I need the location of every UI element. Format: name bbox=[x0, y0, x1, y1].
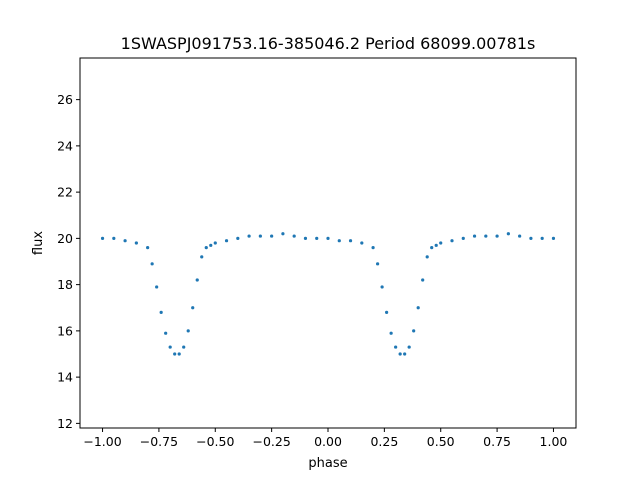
x-tick-label: 0.75 bbox=[483, 434, 511, 449]
data-point bbox=[292, 234, 296, 238]
data-point bbox=[186, 329, 190, 333]
data-point bbox=[380, 285, 384, 289]
data-point bbox=[434, 243, 438, 247]
data-point bbox=[100, 236, 105, 240]
data-point bbox=[416, 306, 420, 310]
data-point bbox=[224, 239, 229, 243]
data-point bbox=[385, 310, 389, 314]
x-tick-label: −0.50 bbox=[196, 434, 234, 449]
data-point bbox=[281, 232, 285, 236]
data-point bbox=[371, 246, 375, 250]
data-point bbox=[195, 278, 199, 282]
data-point bbox=[159, 310, 163, 314]
x-tick-label: 0.25 bbox=[370, 434, 398, 449]
data-point bbox=[134, 241, 138, 245]
data-point bbox=[412, 329, 416, 333]
data-point bbox=[303, 236, 308, 240]
data-point bbox=[389, 331, 393, 335]
y-tick-label: 18 bbox=[57, 277, 73, 292]
data-point bbox=[247, 234, 251, 238]
y-tick-label: 14 bbox=[57, 370, 73, 385]
data-point bbox=[398, 352, 402, 356]
data-point bbox=[337, 239, 341, 243]
data-point bbox=[168, 345, 172, 349]
data-points bbox=[100, 232, 556, 356]
data-point bbox=[425, 255, 429, 259]
y-tick-label: 26 bbox=[57, 92, 73, 107]
y-tick-label: 20 bbox=[57, 231, 73, 246]
data-point bbox=[326, 236, 330, 240]
data-point bbox=[495, 234, 499, 238]
data-point bbox=[155, 285, 159, 289]
data-point bbox=[204, 246, 208, 250]
data-point bbox=[506, 232, 510, 236]
data-point bbox=[348, 239, 353, 243]
data-point bbox=[461, 236, 465, 240]
data-point bbox=[164, 331, 168, 335]
data-point bbox=[258, 234, 262, 238]
chart-title: 1SWASPJ091753.16-385046.2 Period 68099.0… bbox=[121, 34, 536, 53]
data-point bbox=[123, 239, 127, 243]
data-point bbox=[360, 241, 364, 245]
data-point bbox=[529, 236, 533, 240]
x-tick-label: −0.25 bbox=[252, 434, 290, 449]
data-point bbox=[403, 352, 407, 356]
data-point bbox=[270, 234, 274, 238]
data-point bbox=[376, 262, 380, 266]
data-point bbox=[112, 236, 116, 240]
data-point bbox=[146, 246, 150, 250]
data-point bbox=[450, 239, 454, 243]
y-tick-label: 22 bbox=[57, 185, 73, 200]
data-point bbox=[191, 306, 195, 310]
x-tick-label: 1.00 bbox=[540, 434, 568, 449]
data-point bbox=[430, 246, 434, 250]
data-point bbox=[236, 236, 240, 240]
data-point bbox=[173, 352, 177, 356]
data-point bbox=[177, 352, 181, 356]
data-point bbox=[551, 236, 556, 240]
data-point bbox=[540, 236, 544, 240]
x-tick-label: −1.00 bbox=[83, 434, 121, 449]
y-axis-label: flux bbox=[31, 231, 46, 255]
y-axis-ticks: 12 14 16 18 20 22 24 26 bbox=[57, 92, 80, 431]
x-tick-label: −0.75 bbox=[140, 434, 178, 449]
x-axis-ticks: −1.00 −0.75 −0.50 −0.25 0.00 0.25 0.50 0.75 1.00 bbox=[83, 428, 567, 449]
data-point bbox=[421, 278, 425, 282]
data-point bbox=[209, 243, 213, 247]
x-tick-label: 0.00 bbox=[314, 434, 342, 449]
y-tick-label: 12 bbox=[57, 416, 73, 431]
data-point bbox=[213, 241, 217, 245]
y-tick-label: 16 bbox=[57, 323, 73, 338]
data-point bbox=[407, 345, 411, 349]
data-point bbox=[394, 345, 398, 349]
data-point bbox=[518, 234, 522, 238]
data-point bbox=[472, 234, 477, 238]
x-tick-label: 0.50 bbox=[427, 434, 455, 449]
data-point bbox=[150, 262, 154, 266]
y-tick-label: 24 bbox=[57, 138, 73, 153]
data-point bbox=[484, 234, 488, 238]
x-axis-label: phase bbox=[308, 456, 347, 471]
data-point bbox=[200, 255, 204, 259]
plot-frame bbox=[79, 57, 577, 429]
data-point bbox=[315, 236, 319, 240]
data-point bbox=[182, 345, 186, 349]
data-point bbox=[439, 241, 443, 245]
